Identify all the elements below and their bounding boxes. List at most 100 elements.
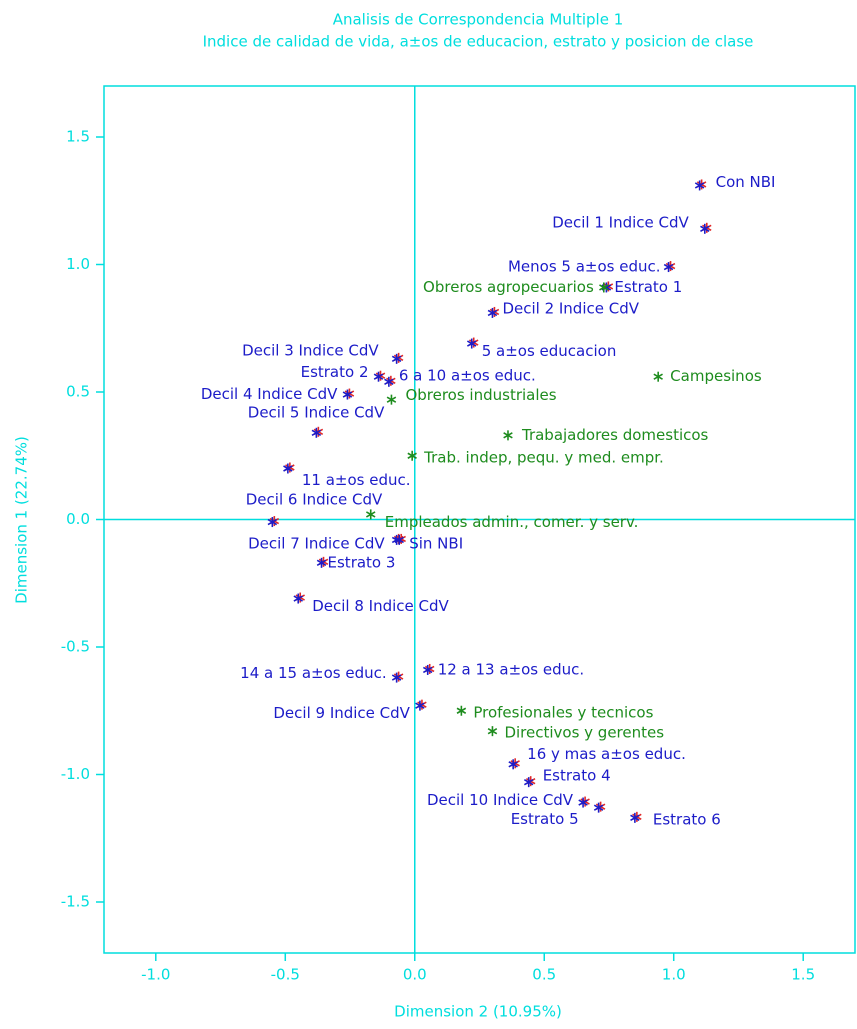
point-label: Estrato 5 [511,810,579,828]
point [316,556,329,568]
point-label: Trabajadores domesticos [521,426,709,444]
point [394,533,406,545]
point [578,796,590,808]
point-label: Estrato 2 [301,363,369,381]
point [663,261,676,273]
y-axis-label: Dimension 1 (22.74%) [13,436,31,604]
point-label: Decil 8 Indice CdV [312,597,449,615]
marker-stroke [593,804,604,811]
point-label: 16 y mas a±os educ. [527,745,686,763]
point-label: Obreros industriales [405,386,556,404]
y-tick-label: 1.0 [66,255,90,273]
point-label: 11 a±os educ. [302,471,411,489]
marker-stroke [663,263,674,271]
x-axis-label: Dimension 2 (10.95%) [394,1003,562,1021]
point [593,801,606,813]
point-label: Trab. indep, pequ. y med. empr. [423,448,664,466]
point [293,592,305,604]
marker-stroke [391,355,402,363]
marker-stroke [508,761,518,768]
marker-stroke [523,778,534,786]
x-tick-label: 0.5 [532,966,556,984]
marker-stroke [386,396,397,403]
point-label: Empleados admin., comer. y serv. [385,513,639,531]
y-tick-label: 1.5 [66,128,90,146]
point-label: Con NBI [716,173,776,191]
point [466,337,479,349]
point-label: 6 a 10 a±os educ. [399,366,536,384]
marker-stroke [422,666,433,674]
point [653,371,663,382]
marker-stroke [267,518,278,526]
point-label: Estrato 6 [653,810,721,828]
point [391,671,404,683]
point [386,394,397,405]
point-label: Decil 9 Indice CdV [273,704,410,722]
marker-stroke [311,429,322,436]
marker-stroke [466,340,477,347]
marker-stroke [487,727,498,735]
y-tick-label: -0.5 [61,638,90,656]
x-tick-label: 0.0 [403,966,427,984]
point [456,705,467,716]
marker-stroke [503,432,513,439]
marker-stroke [384,378,394,385]
marker-stroke [342,391,353,398]
point-label: Decil 10 Indice CdV [427,791,574,809]
point-label: Decil 1 Indice CdV [552,213,689,231]
marker-stroke [578,799,588,806]
marker-stroke [365,511,376,518]
point-label: Menos 5 a±os educ. [508,258,661,276]
point [311,426,324,438]
point-label: Obreros agropecuarios [423,278,594,296]
y-tick-label: -1.5 [61,893,90,911]
point [487,306,500,318]
point-label: Decil 4 Indice CdV [201,385,338,403]
point-label: Campesinos [670,367,762,385]
point-label: Decil 2 Indice CdV [502,299,639,317]
point-label: Decil 3 Indice CdV [242,341,379,359]
marker-stroke [456,707,467,714]
y-tick-label: 0.5 [66,383,90,401]
x-tick-label: -1.0 [141,966,170,984]
marker-stroke [415,702,425,709]
point [503,430,513,441]
marker-stroke [694,182,705,189]
marker-stroke [700,225,710,232]
point-label: Estrato 4 [543,767,611,785]
point [365,509,376,520]
point [599,282,609,293]
chart-title: Analisis de Correspondencia Multiple 1 [333,11,624,29]
x-tick-label: 1.0 [662,966,686,984]
point-label: Decil 5 Indice CdV [248,403,385,421]
point [342,388,355,400]
point [422,663,435,675]
point-label: Decil 7 Indice CdV [248,534,385,552]
marker-stroke [391,674,402,681]
marker-stroke [283,465,293,472]
point [373,370,386,382]
point-label: Estrato 3 [328,553,396,571]
marker-stroke [487,309,498,317]
point-label: 12 a 13 a±os educ. [438,660,584,678]
y-tick-label: -1.0 [61,765,90,783]
marker-stroke [373,373,384,380]
point [415,699,427,711]
point [283,462,295,474]
marker-stroke [599,284,609,291]
chart-subtitle: Indice de calidad de vida, a±os de educa… [203,33,754,51]
marker-stroke [407,452,417,459]
marker-stroke [394,536,404,544]
point-label: 14 a 15 a±os educ. [240,664,386,682]
point-label: Decil 6 Indice CdV [246,491,383,509]
marker-stroke [293,595,303,602]
point-label: 5 a±os educacion [482,342,617,360]
point-label: Profesionales y tecnicos [473,703,653,721]
point [523,776,536,788]
marker-stroke [316,559,327,567]
point [267,516,280,528]
point-label: Directivos y gerentes [504,724,664,742]
y-tick-label: 0.0 [66,510,90,528]
point [694,179,707,191]
